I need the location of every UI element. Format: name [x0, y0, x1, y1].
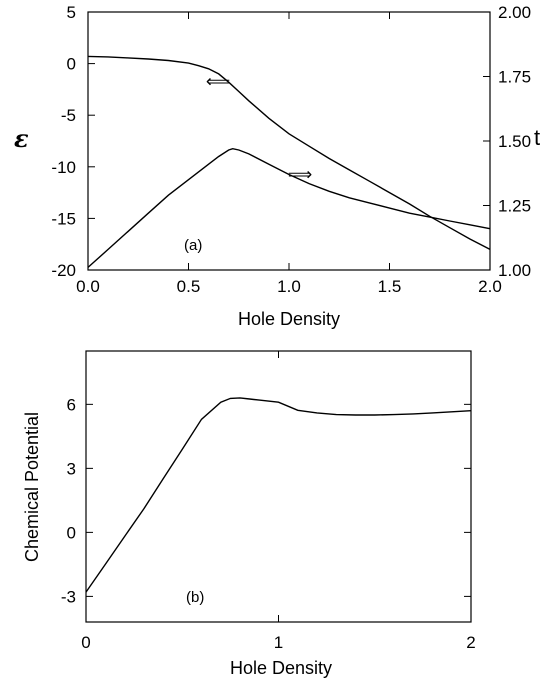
panel-a-x-tick-label: 1.5 — [378, 277, 402, 296]
panel-a-y-tick-label: -15 — [51, 209, 76, 228]
panel-a-y-tick-label: 0 — [67, 55, 76, 74]
panel-b-ticks: 0 1 2 6 3 0 -3 — [61, 351, 476, 652]
panel-b-y-tick-label: 3 — [67, 459, 76, 478]
panel-b-x-axis-title: Hole Density — [230, 658, 332, 678]
panel-a-y2-tick-label: 1.75 — [498, 68, 531, 87]
panel-a-x-tick-label: 1.0 — [277, 277, 301, 296]
panel-a-epsilon-line — [87, 55, 491, 251]
panel-a-label: (a) — [184, 237, 202, 254]
panel-a-x-axis-title: Hole Density — [238, 309, 340, 329]
panel-b-frame — [85, 350, 472, 623]
panel-b-y-tick-label: -3 — [61, 587, 76, 606]
panel-a-x-tick-label: 0.0 — [76, 277, 100, 296]
panel-b-series — [85, 397, 472, 593]
panel-a-x-tick-label: 2.0 — [478, 277, 502, 296]
panel-a-ticks: 0.0 0.5 1.0 1.5 2.0 5 0 -5 -10 -15 -20 2.00 1.75 1.50… — [51, 3, 531, 296]
panel-a-series — [87, 55, 491, 268]
panel-a-y2-tick-label: 1.00 — [498, 261, 531, 280]
panel-a-t-line — [87, 147, 491, 268]
panel-a-right-axis-title: t — [534, 125, 540, 150]
panel-a-left-series-marker: ⟸ — [206, 72, 230, 91]
panel-b-y-axis-title: Chemical Potential — [22, 412, 42, 562]
panel-a-y2-tick-label: 1.50 — [498, 132, 531, 151]
panel-a-y-tick-label: -5 — [61, 106, 76, 125]
panel-a-y-tick-label: 5 — [67, 3, 76, 22]
panel-b-y-tick-label: 0 — [67, 523, 76, 542]
panel-b-x-tick-label: 0 — [81, 633, 90, 652]
panel-b-x-tick-label: 2 — [466, 633, 475, 652]
panel-b-x-tick-label: 1 — [274, 633, 283, 652]
panel-a: 0.0 0.5 1.0 1.5 2.0 5 0 -5 -10 -15 -20 2.00 1.75 1.50… — [14, 3, 540, 329]
panel-a-left-axis-title: ε — [14, 124, 29, 153]
panel-a-y2-tick-label: 2.00 — [498, 3, 531, 22]
panel-b-label: (b) — [186, 589, 204, 606]
panel-a-y-tick-label: -20 — [51, 261, 76, 280]
panel-b-y-tick-label: 6 — [67, 395, 76, 414]
panel-a-y2-tick-label: 1.25 — [498, 197, 531, 216]
panel-a-frame — [87, 11, 491, 271]
panel-a-right-series-marker: ⟹ — [288, 165, 312, 184]
panel-b: 0 1 2 6 3 0 -3 (b) Chemical Potential Hole Den… — [22, 350, 476, 678]
panel-a-y-tick-label: -10 — [51, 158, 76, 177]
panel-a-x-tick-label: 0.5 — [177, 277, 201, 296]
panel-b-chemical-potential-line — [85, 397, 472, 593]
